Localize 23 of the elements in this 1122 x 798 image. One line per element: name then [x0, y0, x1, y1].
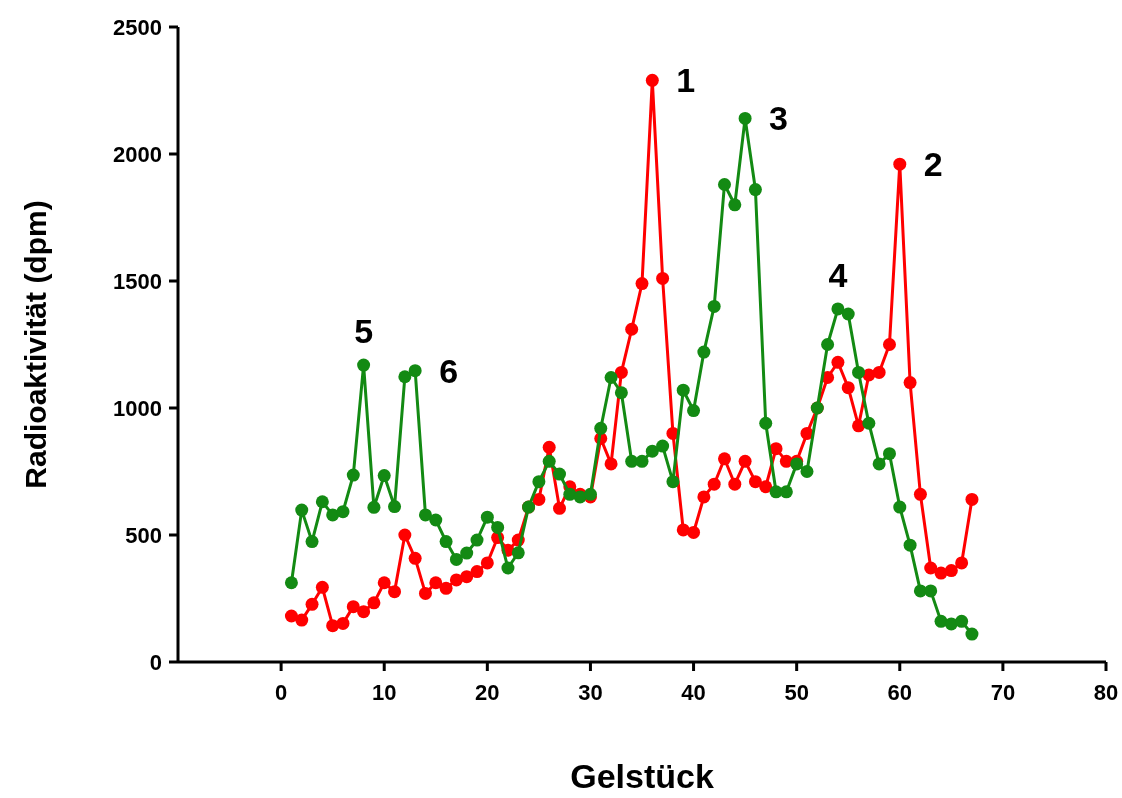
x-tick-label: 20: [475, 680, 500, 705]
y-tick-label: 2000: [113, 142, 162, 167]
annotation: 1: [676, 61, 696, 100]
x-tick-label: 40: [681, 680, 706, 705]
annotation: 3: [769, 99, 789, 138]
x-tick-label: 60: [887, 680, 913, 705]
y-tick-label: 1500: [113, 269, 162, 294]
y-tick-label: 2500: [113, 15, 162, 40]
x-tick-label: 10: [371, 680, 397, 705]
y-axis-title: Radioaktivität (dpm): [19, 200, 52, 489]
annotation: 6: [439, 351, 459, 390]
annotation: 2: [923, 145, 943, 184]
x-tick-label: 0: [274, 680, 288, 705]
y-tick-label: 500: [125, 523, 162, 548]
annotation: 5: [354, 312, 374, 351]
x-axis-title: Gelstück: [570, 757, 714, 795]
x-tick-label: 50: [784, 680, 809, 705]
x-tick-label: 30: [578, 680, 603, 705]
x-tick-label: 80: [1093, 680, 1119, 705]
y-tick-label: 1000: [113, 396, 162, 421]
annotation: 4: [828, 255, 848, 294]
y-tick-label: 0: [149, 650, 162, 675]
x-tick-label: 70: [990, 680, 1016, 705]
